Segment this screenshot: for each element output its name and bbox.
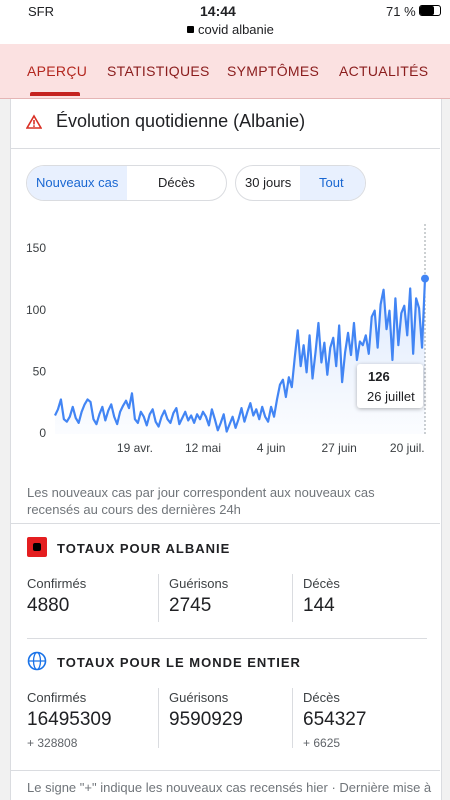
globe-icon bbox=[27, 651, 47, 671]
tooltip-date: 26 juillet bbox=[367, 389, 415, 404]
stat-label: Guérisons bbox=[169, 690, 229, 705]
divider bbox=[292, 688, 293, 748]
range-toggle bbox=[235, 165, 366, 201]
toggle-option[interactable]: Tout bbox=[319, 175, 344, 190]
toggle-option[interactable]: Nouveaux cas bbox=[36, 175, 119, 190]
area bbox=[55, 278, 425, 434]
time: 14:44 bbox=[200, 3, 236, 19]
tab[interactable]: STATISTIQUES bbox=[107, 63, 210, 79]
divider bbox=[10, 148, 440, 149]
stat-value: 16495309 bbox=[27, 709, 112, 730]
tooltip-value: 126 bbox=[368, 369, 390, 384]
tooltip bbox=[357, 364, 423, 408]
tab[interactable]: APERÇU bbox=[27, 63, 88, 79]
card bbox=[10, 99, 442, 800]
point bbox=[421, 274, 429, 283]
lock-icon bbox=[187, 26, 194, 33]
stat-value: 654327 bbox=[303, 709, 367, 730]
x-tick-label: 4 juin bbox=[257, 441, 286, 455]
carrier: SFR bbox=[28, 4, 54, 19]
section-title: TOTAUX POUR ALBANIE bbox=[57, 541, 231, 556]
card-title: Évolution quotidienne (Albanie) bbox=[56, 111, 306, 131]
toggle-option[interactable]: Décès bbox=[158, 175, 195, 190]
y-tick-label: 0 bbox=[39, 426, 46, 440]
stat-value: 144 bbox=[303, 595, 335, 616]
divider bbox=[10, 770, 440, 771]
divider bbox=[158, 574, 159, 622]
battery-icon bbox=[419, 5, 441, 16]
chart: 0 50 100 150 19 avr. 12 mai 4 juin 27 juin 20 ju… bbox=[26, 224, 429, 455]
flag-icon bbox=[27, 537, 47, 557]
tab-indicator bbox=[30, 92, 80, 96]
stat-label: Confirmés bbox=[27, 690, 87, 705]
y-tick-label: 50 bbox=[33, 365, 47, 379]
url: covid albanie bbox=[198, 22, 274, 37]
stat-delta: + 328808 bbox=[27, 736, 78, 750]
line bbox=[54, 278, 427, 433]
x-tick-label: 27 juin bbox=[321, 441, 356, 455]
stat-label: Guérisons bbox=[169, 576, 229, 591]
tab-bar bbox=[0, 44, 450, 99]
stat-value: 2745 bbox=[169, 595, 212, 616]
tab[interactable]: ACTUALITÉS bbox=[339, 63, 429, 79]
divider bbox=[27, 638, 427, 639]
stat-delta: + 6625 bbox=[303, 736, 341, 750]
y-tick-label: 150 bbox=[26, 241, 46, 255]
footnote: Le signe "+" indique les nouveaux cas re… bbox=[27, 780, 432, 795]
y-tick-label: 100 bbox=[26, 303, 46, 317]
stat-label: Décès bbox=[303, 576, 340, 591]
warning-icon bbox=[26, 114, 42, 129]
metric-toggle bbox=[26, 165, 227, 201]
x-tick-label: 20 juil. bbox=[390, 441, 425, 455]
section-title: TOTAUX POUR LE MONDE ENTIER bbox=[57, 655, 301, 670]
stat-value: 9590929 bbox=[169, 709, 243, 730]
x-tick-label: 12 mai bbox=[185, 441, 221, 455]
stat-label: Confirmés bbox=[27, 576, 87, 591]
toggle-option[interactable]: 30 jours bbox=[245, 175, 292, 190]
chart-note: Les nouveaux cas par jour correspondent … bbox=[27, 485, 375, 517]
battery: 71 % bbox=[386, 4, 416, 19]
tab[interactable]: SYMPTÔMES bbox=[227, 63, 320, 79]
x-tick-label: 19 avr. bbox=[117, 441, 153, 455]
divider bbox=[10, 523, 440, 524]
status-bar bbox=[0, 0, 450, 44]
stat-value: 4880 bbox=[27, 595, 70, 616]
stat-label: Décès bbox=[303, 690, 340, 705]
divider bbox=[158, 688, 159, 748]
divider bbox=[292, 574, 293, 622]
